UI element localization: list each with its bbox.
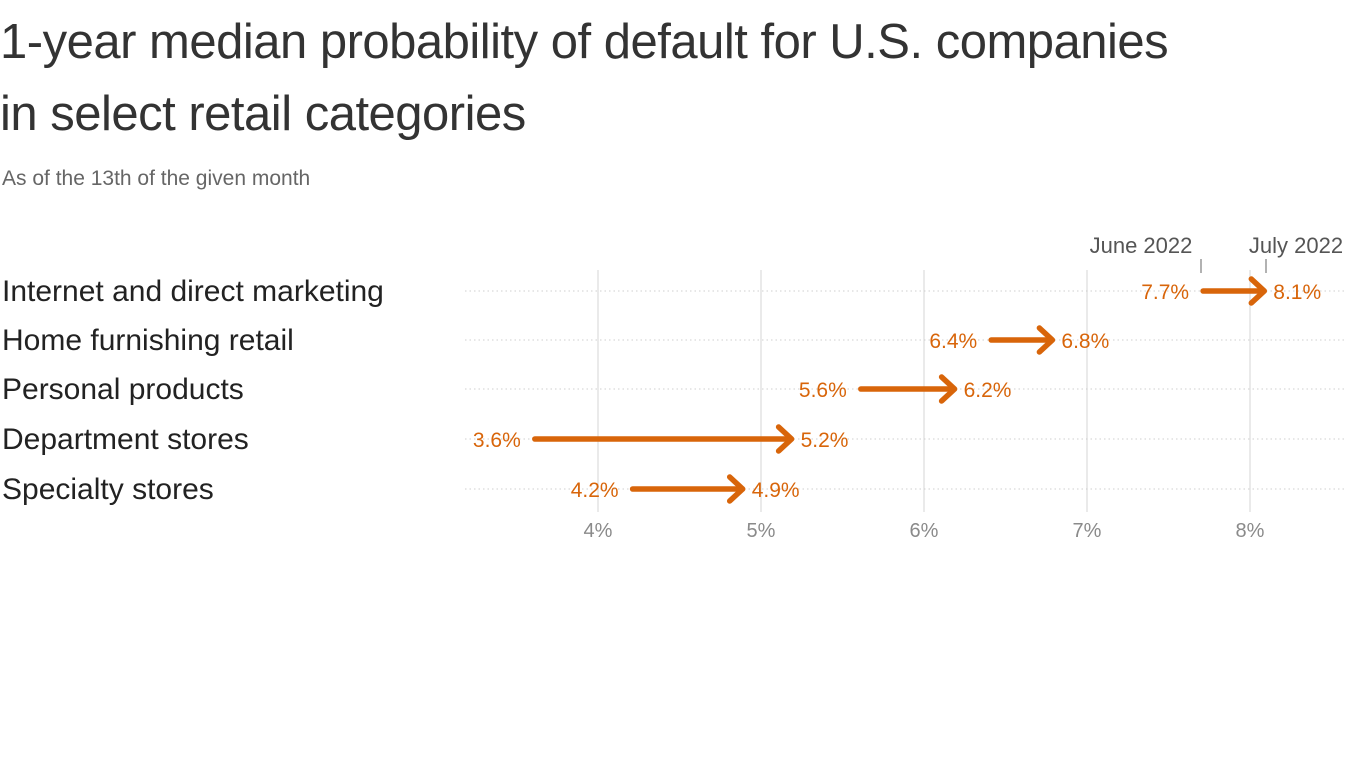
x-tick-label: 5% — [747, 520, 776, 542]
chart-rows: Internet and direct marketing 7.7% 8.1% Hom… — [2, 275, 1321, 506]
chart-row: Internet and direct marketing 7.7% 8.1% — [2, 275, 1321, 308]
start-value-label: 7.7% — [1141, 281, 1189, 304]
arrow-head-icon — [775, 424, 795, 454]
arrow-head-icon — [726, 474, 746, 504]
chart-title: 1-year median probability of default for… — [0, 15, 1169, 141]
x-tick-label: 7% — [1073, 520, 1102, 542]
end-value-label: 8.1% — [1273, 281, 1321, 304]
chart-row: Specialty stores 4.2% 4.9% — [2, 473, 800, 506]
end-value-label: 6.8% — [1061, 330, 1109, 353]
chart-row: Personal products 5.6% 6.2% — [2, 373, 1011, 406]
end-value-label: 5.2% — [801, 429, 849, 452]
category-label: Department stores — [2, 423, 249, 456]
arrow-head-icon — [1036, 325, 1056, 355]
x-tick-label: 4% — [584, 520, 613, 542]
start-value-label: 6.4% — [929, 330, 977, 353]
category-label: Home furnishing retail — [2, 324, 294, 357]
end-value-label: 4.9% — [752, 479, 800, 502]
category-label: Internet and direct marketing — [2, 275, 384, 308]
x-axis: 4% 5% 6% 7% 8% — [584, 520, 1265, 542]
end-value-label: 6.2% — [964, 379, 1012, 402]
category-label: Personal products — [2, 373, 244, 406]
start-value-label: 5.6% — [799, 379, 847, 402]
chart-row: Department stores 3.6% 5.2% — [2, 423, 848, 456]
chart-row: Home furnishing retail 6.4% 6.8% — [2, 324, 1109, 357]
legend: June 2022 July 2022 — [1090, 233, 1343, 273]
category-label: Specialty stores — [2, 473, 214, 506]
start-value-label: 4.2% — [571, 479, 619, 502]
x-tick-label: 8% — [1236, 520, 1265, 542]
legend-end-label: July 2022 — [1249, 233, 1343, 258]
chart-subtitle: As of the 13th of the given month — [2, 167, 311, 190]
arrow-head-icon — [1248, 276, 1268, 306]
start-value-label: 3.6% — [473, 429, 521, 452]
legend-start-label: June 2022 — [1090, 233, 1193, 258]
arrow-head-icon — [938, 374, 958, 404]
x-tick-label: 6% — [910, 520, 939, 542]
